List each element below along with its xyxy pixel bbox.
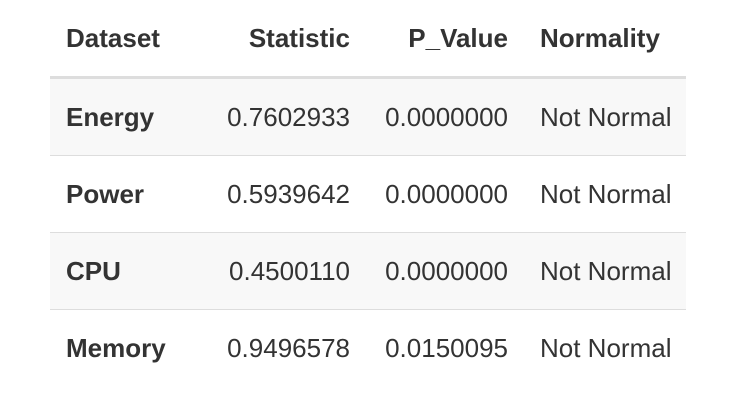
cell-dataset: CPU (50, 232, 214, 310)
cell-p-value: 0.0000000 (366, 232, 524, 310)
table-row: Power 0.5939642 0.0000000 Not Normal (50, 155, 686, 233)
header-dataset: Dataset (50, 0, 214, 79)
cell-p-value: 0.0000000 (366, 77, 524, 156)
header-normality: Normality (524, 0, 686, 79)
table-row: Energy 0.7602933 0.0000000 Not Normal (50, 77, 686, 156)
header-row: Dataset Statistic P_Value Normality (50, 0, 686, 79)
header-statistic: Statistic (214, 0, 366, 79)
cell-statistic: 0.7602933 (214, 77, 366, 156)
cell-statistic: 0.4500110 (214, 232, 366, 310)
cell-normality: Not Normal (524, 155, 686, 233)
header-p-value: P_Value (366, 0, 524, 79)
table-body: Energy 0.7602933 0.0000000 Not Normal Po… (50, 77, 686, 387)
results-table-container: Dataset Statistic P_Value Normality Ener… (50, 0, 686, 386)
cell-dataset: Memory (66, 332, 166, 363)
cell-dataset: Power (50, 155, 214, 233)
cell-normality: Not Normal (524, 77, 686, 156)
table-row: CPU 0.4500110 0.0000000 Not Normal (50, 232, 686, 310)
table-header: Dataset Statistic P_Value Normality (50, 0, 686, 79)
cell-statistic: 0.5939642 (214, 155, 366, 233)
table-row: Memory 0.9496578 0.0150095 Not Normal (50, 310, 686, 387)
cell-statistic: 0.9496578 (227, 332, 350, 363)
normality-test-table: Dataset Statistic P_Value Normality Ener… (50, 0, 686, 386)
cell-p-value: 0.0150095 (385, 332, 508, 363)
cell-normality: Not Normal (540, 332, 672, 363)
cell-dataset: Energy (50, 77, 214, 156)
cell-normality: Not Normal (524, 232, 686, 310)
cell-p-value: 0.0000000 (366, 155, 524, 233)
